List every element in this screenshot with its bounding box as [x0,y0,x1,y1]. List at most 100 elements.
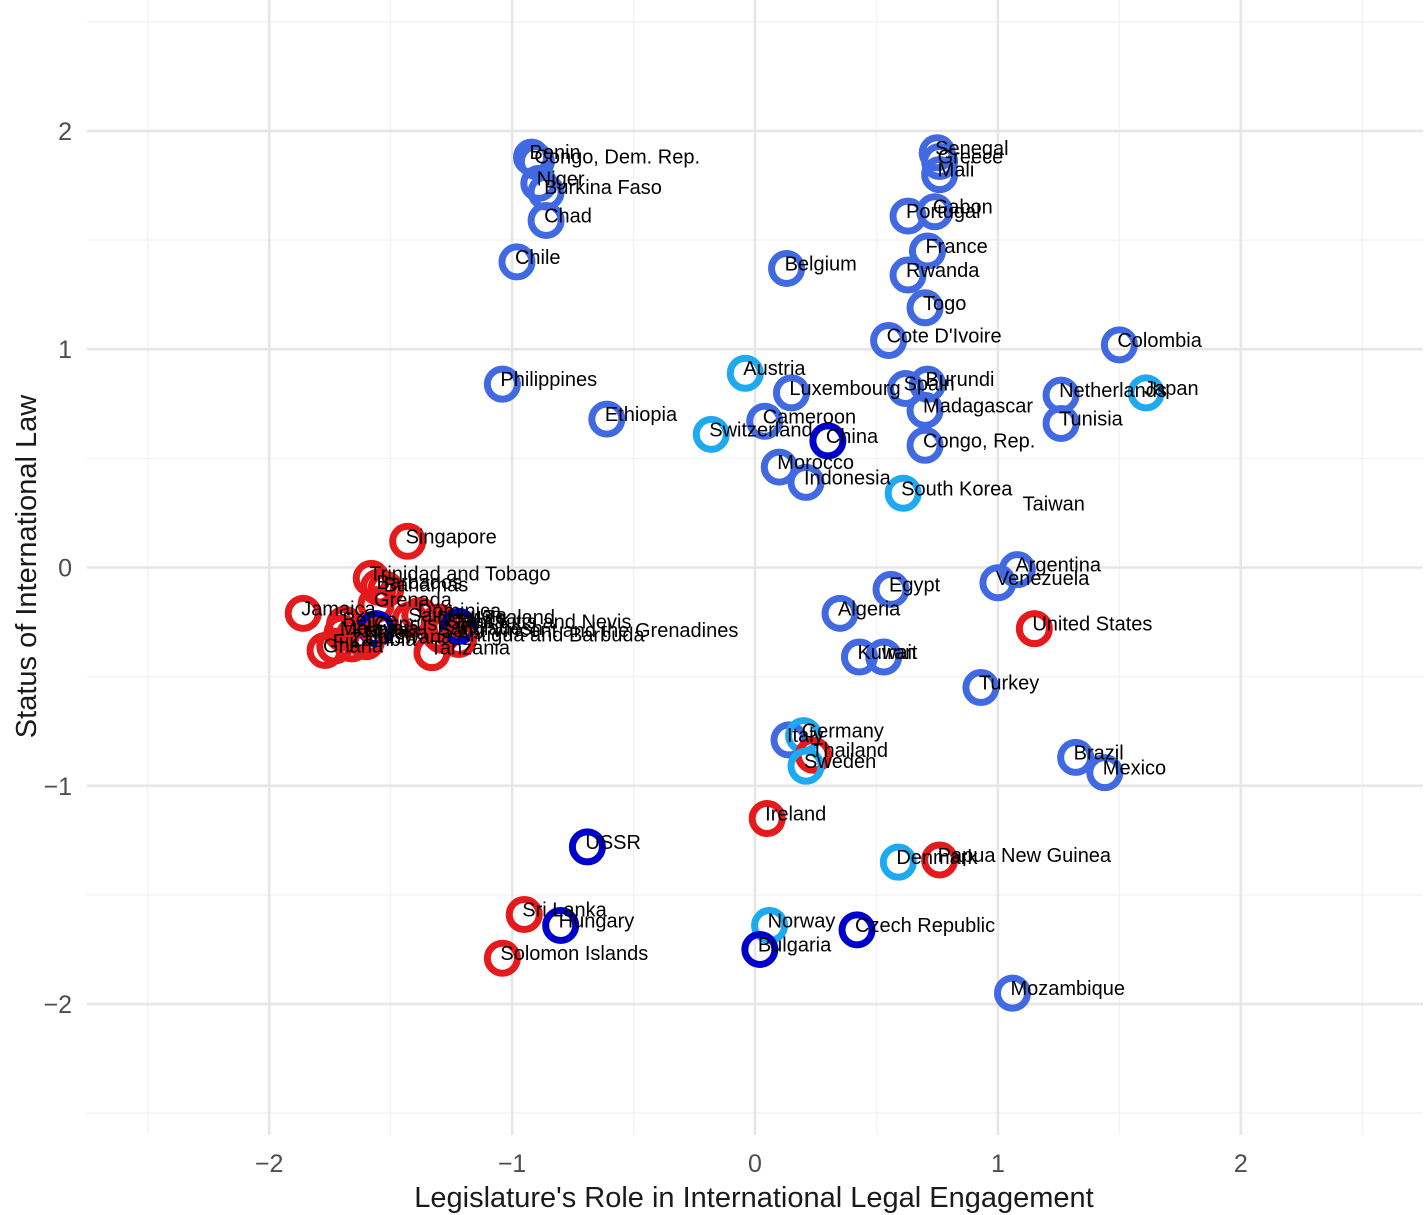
data-point [906,391,944,429]
data-point [748,800,786,838]
data-point [908,365,946,403]
point-label: Mozambique [1010,978,1125,1000]
data-point [1057,738,1095,776]
point-label: Czech Republic [855,915,995,937]
point-label: China [826,426,879,448]
point-label: Sweden [804,751,876,773]
data-point [333,625,371,663]
point-label: Singapore [406,526,497,548]
point-label: Tanzania [430,638,511,660]
data-point [413,634,451,672]
point-label: South Korea [901,478,1013,500]
point-label: Fiji [333,631,359,653]
point-label: Algeria [838,598,901,620]
point-label: Argentina [1015,555,1101,577]
axis-ticks: −2 −1 0 1 2 −2 −1 0 1 2 [43,118,1247,1178]
point-label: Italy [787,725,824,747]
point-label: Papua New Guinea [938,845,1112,867]
point-label: Saint Vincent and the Grenadines [440,620,739,642]
data-point [420,614,458,652]
point-label: Senegal [935,138,1008,160]
data-point [1086,754,1124,792]
point-label: Kuwait [857,642,917,664]
data-point [872,570,910,608]
point-label: Spain [904,374,955,396]
y-tick-label: 2 [58,118,72,146]
point-label: Sri Lanka [522,900,607,922]
point-label: Ethiopia [605,404,678,426]
data-point [568,828,606,866]
point-label: USSR [585,832,641,854]
point-label: Madagascar [923,395,1033,417]
point-label: Togo [923,293,966,315]
data-point [787,747,825,785]
point-label: Congo, Rep. [923,430,1035,452]
point-label: Colombia [1117,330,1202,352]
point-label: Ireland [765,804,826,826]
point-label: Saint Lucia [408,605,508,627]
point-label: Austria [743,358,806,380]
point-label: Bangladesh [437,618,543,640]
data-point [908,232,946,270]
data-point [870,322,908,359]
point-label: Niger [537,168,585,190]
point-label: Burundi [925,369,994,391]
point-label: Malaysia [340,618,420,640]
data-point [389,522,427,560]
x-axis-title: Legislature's Role in International Lega… [414,1182,1093,1214]
point-label: Mexico [1103,758,1166,780]
data-point [347,623,385,661]
data-point [887,370,925,408]
point-label: Norway [768,910,836,932]
data-point [889,197,927,235]
point-label: Chile [515,247,561,269]
point-label: Burkina Faso [544,177,662,199]
point-label: Solomon Islands [500,943,648,965]
point-label: Nigeria [364,622,428,644]
data-point [821,594,859,632]
point-label: Cameroon [763,406,856,428]
point-label: Kenya [352,620,410,642]
point-label: Cote D'Ivoire [887,326,1002,348]
point-label: Gabon [933,197,993,219]
data-point [906,289,944,327]
data-point [865,638,903,676]
x-tick-label: 0 [748,1150,762,1178]
data-point [962,669,1000,707]
data-point [840,638,878,676]
y-tick-label: −1 [43,773,72,801]
point-label: Egypt [889,574,941,596]
point-label: Belgium [785,253,857,275]
point-label: Indonesia [804,467,892,489]
point-label: Belize [342,609,396,631]
point-label: Ghana [323,635,384,657]
data-point [357,586,395,624]
point-label: Portugal [906,201,981,223]
point-label: Greece [938,147,1004,169]
point-label: Tunisia [1059,408,1124,430]
data-point [1015,610,1053,648]
point-label: Jamaica [301,598,376,620]
data-point [1127,374,1165,412]
data-point [921,841,959,879]
data-point [768,249,806,287]
data-point [772,374,810,412]
data-point [921,143,959,181]
point-label: Dominica [418,601,502,623]
data-point [879,843,917,881]
point-label: Bahamas [384,574,469,596]
point-label: Cyprus [374,614,437,636]
data-point [889,256,927,294]
data-point [588,400,626,438]
point-label: New Zealand [437,607,555,629]
data-point [440,607,478,645]
data-point [726,354,764,392]
y-tick-label: −2 [43,991,72,1019]
data-point [1042,404,1080,442]
data-point [692,415,730,453]
point-label: Switzerland [709,419,812,441]
point-label: Benin [530,142,581,164]
x-tick-label: −1 [498,1150,527,1178]
point-label: Turkey [979,673,1039,695]
data-point [483,939,521,977]
